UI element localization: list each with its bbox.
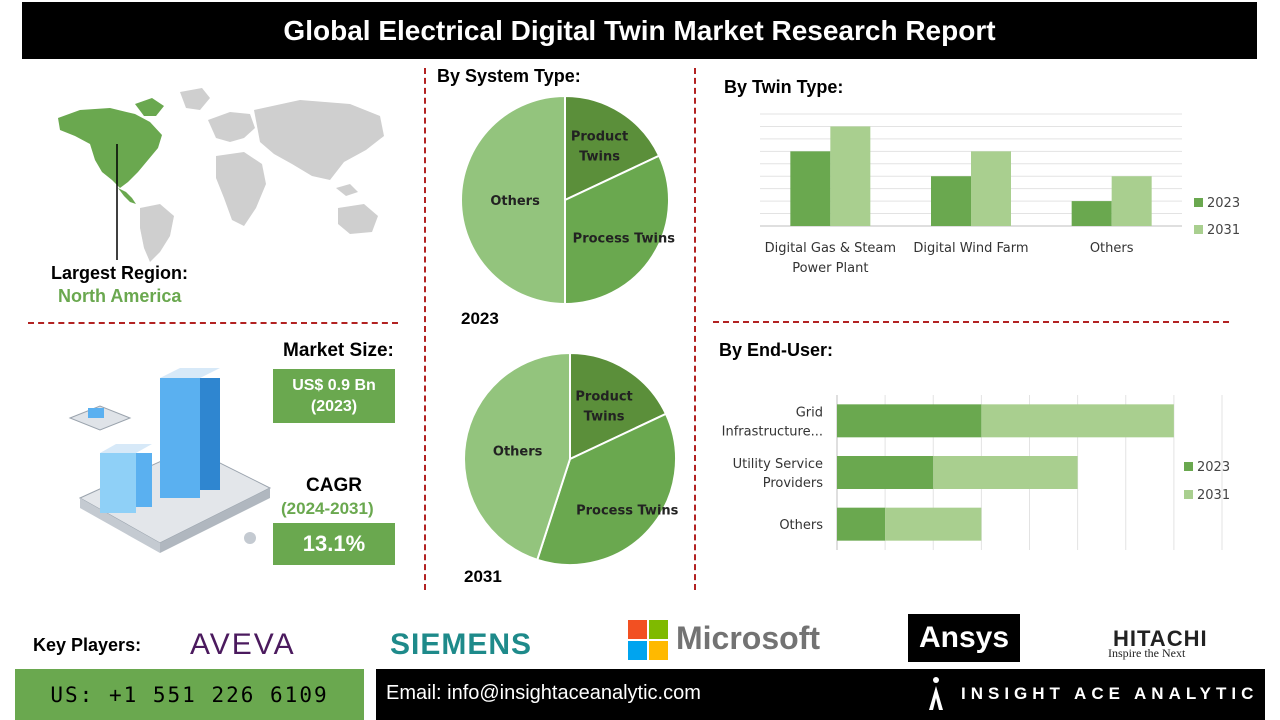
brand-icon [926, 676, 946, 717]
pie-2023-year: 2023 [461, 309, 499, 328]
bar-2031-0 [830, 126, 871, 226]
x-tick-label: Power Plant [792, 261, 868, 276]
largest-region-label: Largest Region: [51, 263, 189, 283]
legend-label-2023: 2023 [1207, 196, 1240, 211]
bar-2023-0 [837, 404, 982, 438]
divider-center-right [694, 68, 696, 590]
x-tick-label: Others [1090, 241, 1134, 256]
bar-2031-1 [933, 456, 1078, 489]
legend-swatch-2023 [1194, 198, 1203, 207]
hitachi-logo: HITACHI [1113, 626, 1208, 651]
bar-2023-2 [837, 507, 886, 541]
market-size-box: US$ 0.9 Bn (2023) [273, 369, 395, 423]
divider-right [713, 321, 1229, 323]
pie-2031-year: 2031 [464, 567, 502, 586]
twin-type-chart: Digital Gas & Steam Power Plant Digital Wi… [760, 113, 1240, 276]
pie-label-others: Others [490, 194, 540, 209]
brand-name: INSIGHT ACE ANALYTIC [961, 684, 1259, 703]
phone-contact[interactable]: US: +1 551 226 6109 [15, 669, 364, 720]
y-tick-label: Others [779, 518, 823, 533]
largest-region-value: North America [58, 286, 182, 306]
bar-2031-0 [981, 404, 1174, 438]
bar-2023-2 [1071, 201, 1112, 226]
bar-2031-1 [971, 151, 1011, 226]
pie-slice-others [463, 351, 571, 562]
end-user-title: By End-User: [719, 340, 834, 360]
bar-2031-2 [1111, 176, 1152, 226]
ansys-logo-text: Ansys [918, 621, 1010, 654]
bar-2023-0 [790, 151, 831, 226]
cagr-label: CAGR [306, 475, 362, 496]
siemens-logo: SIEMENS [390, 628, 533, 661]
pie-2031: Product Twins Process Twins Others [463, 351, 679, 566]
email-contact[interactable]: Email: info@insightaceanalytic.com [386, 682, 701, 704]
pie-slice-others [460, 94, 566, 306]
system-type-pies: Product Twins Process Twins Others Product T… [460, 94, 679, 566]
legend-swatch-2023 [1184, 462, 1193, 471]
legend-swatch-2031 [1194, 225, 1203, 234]
hitachi-tagline: Inspire the Next [1108, 646, 1186, 660]
twin-type-title: By Twin Type: [724, 77, 844, 97]
pie-label-others: Others [493, 445, 543, 460]
pie-slice-product-twins [564, 94, 661, 202]
legend-label-2031: 2031 [1207, 223, 1240, 238]
y-tick-label: Utility Service [733, 457, 823, 472]
pie-label-process-twins: Process Twins [573, 231, 676, 246]
x-tick-label: Digital Wind Farm [913, 241, 1028, 256]
market-size-value: US$ 0.9 Bn [292, 377, 376, 394]
pie-label-product-twins: Product [575, 389, 632, 404]
world-map [58, 88, 384, 262]
divider-center-left [424, 68, 426, 590]
pie-slice-process-twins [535, 412, 677, 566]
legend-label-2023: 2023 [1197, 460, 1230, 475]
microsoft-logo: Microsoft [676, 620, 820, 656]
footer-bar: Email: info@insightaceanalytic.com INSIG… [376, 669, 1265, 720]
y-tick-label: Providers [763, 476, 824, 491]
pie-label-product-twins: Product [571, 130, 628, 145]
system-type-title: By System Type: [437, 66, 581, 86]
legend-swatch-2031 [1184, 490, 1193, 499]
ansys-logo: Ansys [908, 614, 1020, 662]
divider-left [28, 322, 398, 324]
pie-label-product-twins: Twins [579, 150, 620, 165]
end-user-chart: Grid Infrastructure... Utility Service Prov… [722, 395, 1230, 550]
microsoft-icon [628, 620, 668, 665]
pie-2023: Product Twins Process Twins Others [460, 94, 676, 306]
pie-slice-product-twins [569, 351, 668, 461]
bar-2031-2 [885, 507, 982, 541]
market-size-label: Market Size: [283, 340, 394, 361]
y-tick-label: Infrastructure... [722, 424, 823, 439]
report-title: Global Electrical Digital Twin Market Re… [22, 2, 1257, 59]
legend-label-2031: 2031 [1197, 488, 1230, 503]
pie-label-product-twins: Twins [584, 409, 625, 424]
key-players-label: Key Players: [33, 635, 142, 655]
aveva-logo: AVEVA [190, 628, 296, 661]
bar-2023-1 [837, 456, 934, 489]
smart-building-illustration [68, 368, 272, 553]
cagr-value: 13.1% [273, 523, 395, 565]
market-size-year: (2023) [310, 398, 358, 415]
bar-2023-1 [931, 176, 971, 226]
y-tick-label: Grid [796, 405, 823, 420]
pie-slice-process-twins [564, 154, 670, 306]
cagr-period: (2024-2031) [281, 499, 374, 518]
x-tick-label: Digital Gas & Steam [765, 241, 897, 256]
pie-label-process-twins: Process Twins [576, 503, 679, 518]
